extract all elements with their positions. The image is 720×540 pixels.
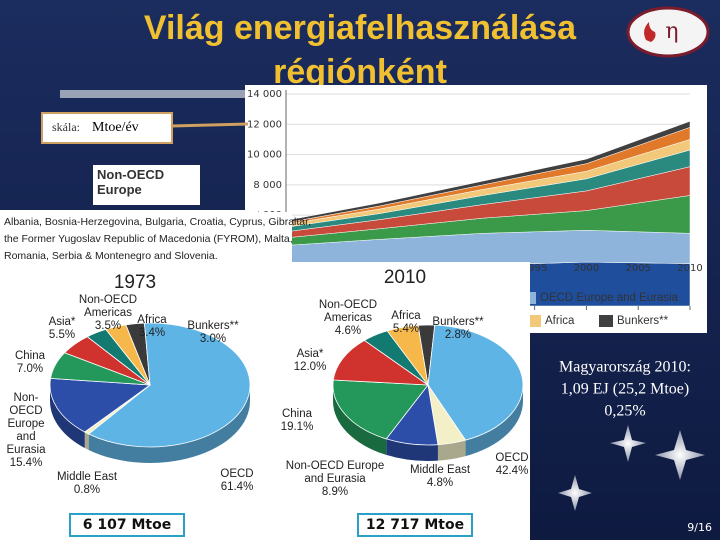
- x-tick-label: 2005: [625, 263, 650, 274]
- slice-label: Non-OECD Europe and Eurasia: [7, 392, 47, 456]
- slice-value: 61.4%: [221, 481, 254, 493]
- region-label: Non-OECD Europe: [97, 167, 164, 197]
- title-bar: [60, 90, 290, 98]
- callout-line: [171, 122, 249, 128]
- pie-side: [50, 385, 85, 448]
- slice-label: OECD: [495, 452, 528, 464]
- pie-title: 1973: [114, 272, 156, 293]
- pie-side: [386, 438, 438, 462]
- region-box: [93, 165, 200, 205]
- pie-slice: [427, 324, 524, 441]
- slice-label: Africa: [391, 310, 421, 322]
- total-box: [357, 513, 473, 537]
- footnote-panel: [0, 212, 292, 266]
- slice-value: 3.0%: [200, 333, 226, 345]
- slice-value: 4.6%: [335, 325, 361, 337]
- pie-slice: [49, 377, 152, 433]
- logo-flame: [644, 22, 656, 42]
- pie-total: 6 107 Mtoe: [83, 517, 171, 533]
- y-tick-label: 12 000: [247, 119, 282, 130]
- pie-side: [465, 385, 523, 457]
- slice-value: 5.5%: [49, 329, 75, 341]
- callout: [41, 112, 173, 144]
- pie-side: [84, 431, 89, 450]
- y-tick-label: 8 000: [253, 180, 282, 191]
- slice-label: Non-OECD Europe and Eurasia: [286, 460, 384, 485]
- logo: [626, 6, 710, 58]
- pie-side: [333, 385, 387, 455]
- slice-label: Middle East: [410, 464, 471, 476]
- title: régiónként: [273, 53, 447, 91]
- note-text: 0,25%: [604, 403, 645, 420]
- pie-total: 12 717 Mtoe: [366, 517, 464, 533]
- legend-label: OECD Europe and Eurasia: [540, 292, 679, 304]
- pie-slice: [386, 324, 429, 386]
- pie-side: [437, 440, 466, 461]
- slice-value: 5.4%: [393, 323, 419, 335]
- pie-title: 2010: [384, 267, 426, 288]
- slice-label: Africa: [137, 314, 167, 326]
- slice-value: 0.8%: [74, 484, 100, 496]
- note-text: 1,09 EJ (25,2 Mtoe): [561, 381, 689, 398]
- slice-value: 7.0%: [17, 363, 43, 375]
- slice-label: Middle East: [57, 471, 118, 483]
- callout-prefix: skála:: [52, 120, 80, 134]
- title: Világ energiafelhasználása: [144, 9, 577, 47]
- legend-swatch: [599, 315, 613, 327]
- legend-swatch: [527, 315, 541, 327]
- slice-value: 8.9%: [322, 486, 348, 498]
- slice-label: Bunkers**: [187, 320, 239, 332]
- x-tick-label: 2000: [574, 263, 599, 274]
- slice-label: Non-OECD Americas: [79, 294, 137, 319]
- slice-value: 4.8%: [427, 477, 453, 489]
- x-tick-label: 2010: [677, 263, 702, 274]
- area-band: [285, 120, 691, 224]
- star: [655, 430, 705, 480]
- pie-slice: [332, 379, 429, 440]
- x-tick-label: 1995: [522, 263, 547, 274]
- slice-label: China: [282, 408, 313, 420]
- slice-value: 15.4%: [10, 457, 43, 469]
- slice-value: 3.4%: [139, 327, 165, 339]
- slice-value: 19.1%: [281, 421, 314, 433]
- slice-label: OECD: [220, 468, 253, 480]
- slice-value: 2.8%: [445, 329, 471, 341]
- y-tick-label: 10 000: [247, 150, 282, 161]
- slice-label: Asia*: [49, 316, 76, 328]
- pie-slice: [105, 324, 151, 386]
- y-tick-label: 14 000: [247, 89, 282, 100]
- footnote: Albania, Bosnia-Herzegovina, Bulgaria, C…: [4, 216, 311, 228]
- page-number: 9/16: [687, 521, 712, 534]
- slice-value: 12.0%: [294, 361, 327, 373]
- legend-label: Bunkers**: [617, 315, 669, 327]
- footnote: the Former Yugoslav Republic of Macedoni…: [4, 233, 293, 245]
- pie-slice: [87, 322, 251, 448]
- slice-value: 42.4%: [496, 465, 529, 477]
- total-box: [69, 513, 185, 537]
- logo-text: η: [665, 19, 678, 44]
- slice-value: 3.5%: [95, 320, 121, 332]
- note-text: Magyarország 2010:: [559, 359, 691, 376]
- legend-label: Africa: [545, 315, 575, 327]
- footnote: Romania, Serbia & Montenegro and Sloveni…: [4, 250, 218, 262]
- star: [610, 425, 646, 462]
- callout-unit: Mtoe/év: [92, 120, 139, 135]
- star: [558, 475, 592, 511]
- pie-slice: [332, 339, 430, 386]
- pie-side: [88, 385, 251, 464]
- slice-label: Non-OECD Americas: [319, 299, 377, 324]
- slice-label: China: [15, 350, 46, 362]
- slice-label: Asia*: [297, 348, 324, 360]
- slice-label: Bunkers**: [432, 316, 484, 328]
